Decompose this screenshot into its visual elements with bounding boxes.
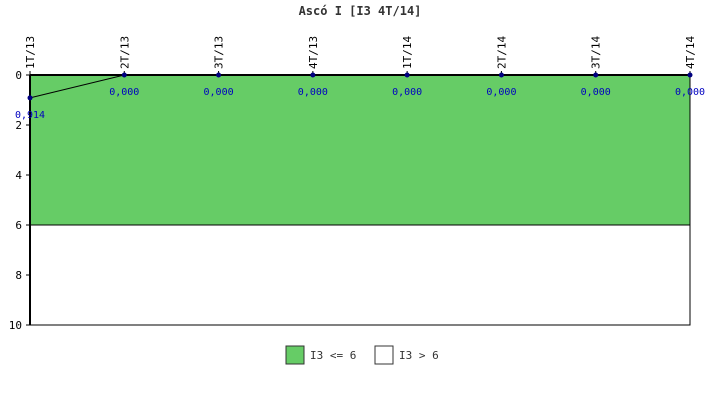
data-point xyxy=(310,72,316,78)
legend: I3 <= 6 I3 > 6 xyxy=(285,345,439,365)
y-tick-label: 2 xyxy=(15,119,22,132)
x-tick-label: 4T/13 xyxy=(307,36,320,69)
chart-title: Ascó I [I3 4T/14] xyxy=(299,4,422,18)
y-tick-label: 0 xyxy=(15,69,22,82)
data-point xyxy=(593,72,599,78)
x-tick-label: 2T/14 xyxy=(495,36,508,69)
data-point xyxy=(404,72,410,78)
data-point xyxy=(687,72,693,78)
x-axis-tick-labels: 1T/13 2T/13 3T/13 4T/13 1T/14 2T/14 3T/14 4T/14 xyxy=(24,36,697,75)
data-label: 0,000 xyxy=(298,87,328,98)
band-1 xyxy=(29,224,691,326)
band-0 xyxy=(29,74,691,226)
data-label: 0,000 xyxy=(581,87,611,98)
data-point xyxy=(216,72,222,78)
data-label: 0,000 xyxy=(109,87,139,98)
y-tick-label: 8 xyxy=(15,269,22,282)
data-label: 0,000 xyxy=(486,87,516,98)
legend-label-exceed: I3 > 6 xyxy=(399,349,439,362)
legend-swatch-exceed xyxy=(374,345,394,365)
x-tick-label: 2T/13 xyxy=(118,36,131,69)
x-tick-label: 3T/14 xyxy=(590,36,603,69)
series-plot: 0,914 0,000 0,000 0,000 0,000 0,000 0,000 0,000 xyxy=(15,72,705,121)
legend-label-ok: I3 <= 6 xyxy=(310,349,356,362)
x-tick-label: 1T/13 xyxy=(24,36,37,69)
plot-bands xyxy=(29,74,691,326)
y-tick-label: 4 xyxy=(15,169,22,182)
data-label: 0,000 xyxy=(675,87,705,98)
data-label: 0,914 xyxy=(15,110,45,121)
legend-swatch-ok xyxy=(285,345,305,365)
data-label: 0,000 xyxy=(392,87,422,98)
series-line xyxy=(29,74,690,99)
x-tick-label: 4T/14 xyxy=(684,36,697,69)
y-tick-label: 6 xyxy=(15,219,22,232)
x-tick-label: 1T/14 xyxy=(401,36,414,69)
data-point xyxy=(27,95,33,101)
data-label: 0,000 xyxy=(204,87,234,98)
y-axis-tick-labels: 0 2 4 6 8 10 xyxy=(9,69,30,332)
data-point xyxy=(121,72,127,78)
x-tick-label: 3T/13 xyxy=(213,36,226,69)
data-point xyxy=(498,72,504,78)
y-tick-label: 10 xyxy=(9,319,22,332)
